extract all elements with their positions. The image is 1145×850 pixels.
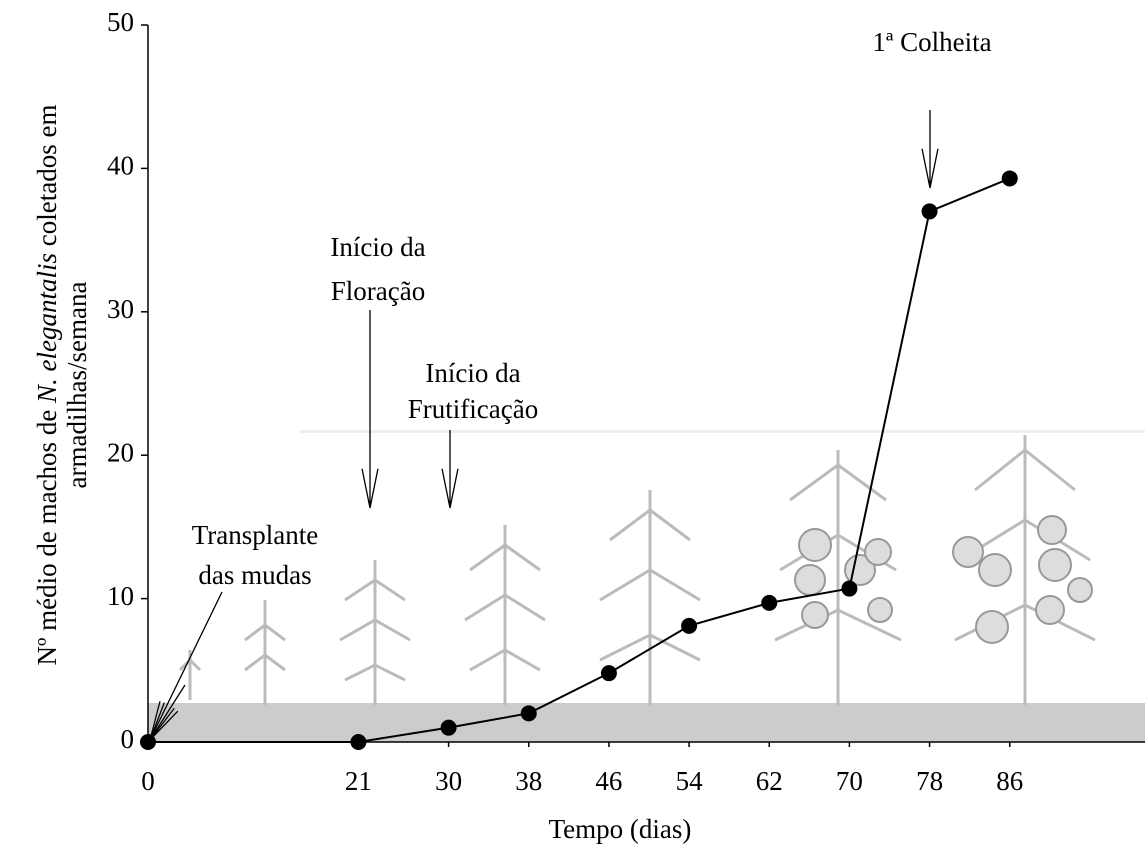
y-tick-label: 10 bbox=[107, 581, 134, 611]
y-axis-label-italic: N. elegantalis bbox=[32, 253, 62, 404]
x-axis-label: Tempo (dias) bbox=[549, 814, 692, 844]
y-tick-label: 30 bbox=[107, 294, 134, 324]
data-point bbox=[350, 734, 366, 750]
x-tick-label: 62 bbox=[756, 766, 783, 796]
y-tick-label: 40 bbox=[107, 151, 134, 181]
x-tick-label: 21 bbox=[345, 766, 372, 796]
y-tick-label: 0 bbox=[121, 724, 135, 754]
x-tick-label: 78 bbox=[916, 766, 943, 796]
y-tick-label: 50 bbox=[107, 7, 134, 37]
data-point bbox=[1002, 170, 1018, 186]
data-point bbox=[761, 595, 777, 611]
annotation-text: Início da bbox=[425, 358, 520, 388]
x-tick-label: 46 bbox=[595, 766, 622, 796]
annotation-arrow bbox=[362, 310, 378, 508]
annotation-text: Transplante bbox=[192, 520, 319, 550]
data-point bbox=[681, 618, 697, 634]
y-tick-label: 20 bbox=[107, 437, 134, 467]
annotation-arrow bbox=[922, 110, 938, 188]
y-axis-label: Nº médio de machos de N. elegantalis col… bbox=[32, 104, 62, 665]
data-point bbox=[601, 665, 617, 681]
data-point bbox=[521, 705, 537, 721]
chart: Nº médio de machos de N. elegantalis col… bbox=[0, 0, 1145, 850]
data-point bbox=[841, 581, 857, 597]
annotation-text: Início da bbox=[330, 232, 425, 262]
annotation-text: 1ª Colheita bbox=[872, 27, 991, 57]
annotation-arrow bbox=[442, 430, 458, 508]
x-tick-label: 30 bbox=[435, 766, 462, 796]
data-point bbox=[922, 203, 938, 219]
data-point bbox=[441, 720, 457, 736]
y-axis-label-part: Nº médio de machos de bbox=[32, 403, 62, 666]
x-tick-label: 0 bbox=[141, 766, 155, 796]
y-axis-label: armadilhas/semana bbox=[62, 282, 92, 489]
annotation-text: das mudas bbox=[198, 560, 311, 590]
data-line bbox=[148, 178, 1010, 742]
annotation-text: Frutificação bbox=[408, 394, 538, 424]
x-tick-label: 70 bbox=[836, 766, 863, 796]
annotation-text: Floração bbox=[331, 276, 425, 306]
x-tick-label: 86 bbox=[996, 766, 1023, 796]
x-tick-label: 54 bbox=[676, 766, 704, 796]
x-tick-label: 38 bbox=[515, 766, 542, 796]
y-axis-label-part: coletados em bbox=[32, 104, 62, 252]
